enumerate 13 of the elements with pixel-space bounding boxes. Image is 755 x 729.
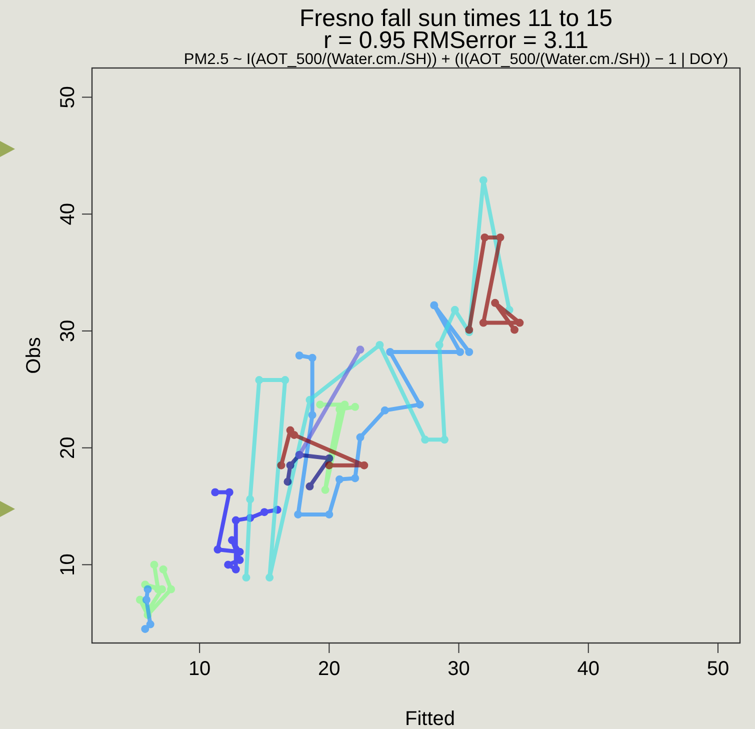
x-tick-label: 20 <box>318 658 340 680</box>
x-tick-label: 30 <box>448 658 470 680</box>
x-tick-label: 40 <box>577 658 600 680</box>
y-tick-label: 40 <box>57 202 79 226</box>
y-axis-title: Obs <box>23 337 45 374</box>
x-axis-title: Fitted <box>404 708 456 729</box>
x-tick-label: 10 <box>188 658 211 680</box>
annotation: PM2.5 ~ I(AOT_500/(Water.cm./SH)) + (I(AOT_500/(Water.cm./SH)) − 1 | DOY) <box>184 51 728 68</box>
y-tick-label: 50 <box>57 86 79 108</box>
y-tick-label: 10 <box>57 554 79 576</box>
y-tick-label: 20 <box>57 436 79 459</box>
y-tick-label: 30 <box>57 320 79 342</box>
x-tick-label: 50 <box>706 658 730 680</box>
